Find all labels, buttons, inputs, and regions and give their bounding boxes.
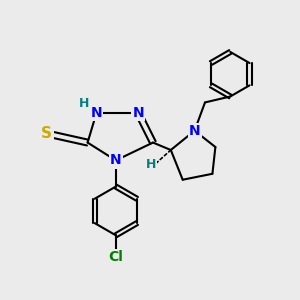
Text: H: H [146,158,156,171]
Text: H: H [79,97,89,110]
Text: S: S [41,126,52,141]
Text: N: N [189,124,200,138]
Text: N: N [91,106,102,120]
Text: N: N [132,106,144,120]
Text: N: N [110,153,122,167]
Text: Cl: Cl [108,250,123,264]
